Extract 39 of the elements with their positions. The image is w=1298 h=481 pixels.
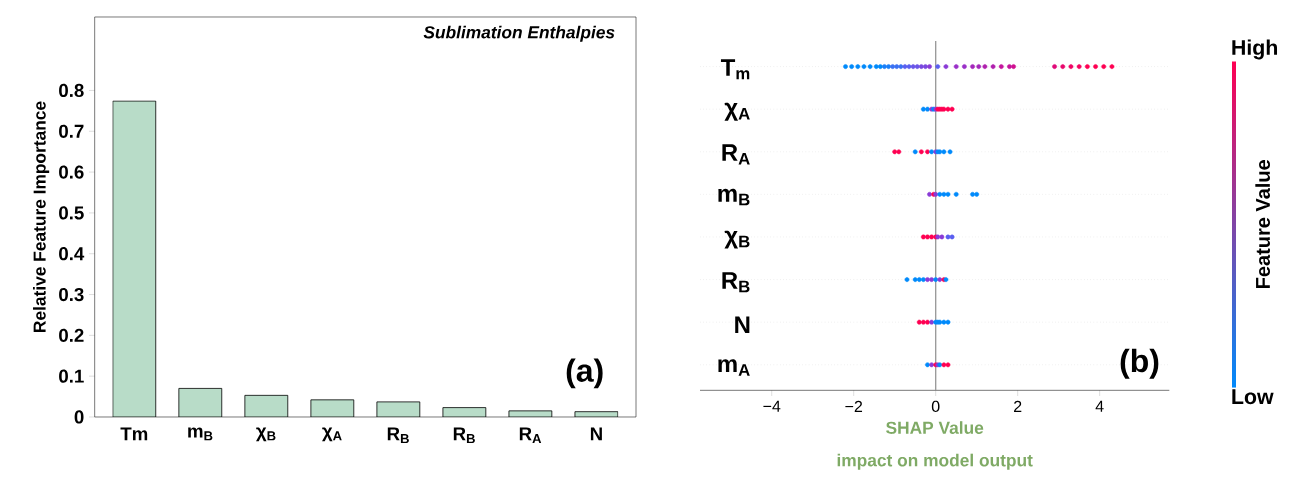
x-tick-label: 4: [1095, 400, 1104, 412]
annotation: (a): [566, 358, 603, 389]
y-tick-label: T$_{m}$: [720, 59, 750, 80]
y-tick-label: χ$_{A}$: [724, 102, 750, 121]
x-tick-label: R$_{B}$: [387, 427, 409, 444]
chart-title: Sublimation Enthalpies: [423, 25, 615, 42]
x-tick-label: −4: [763, 400, 781, 412]
x-tick-label: R$_{B}$: [453, 427, 475, 444]
text: impact on model output: [837, 453, 1033, 470]
y-tick-label: m$_{B}$: [718, 188, 750, 206]
y-tick-label: 0.3: [59, 287, 84, 302]
x-tick-label: χ$_{B}$: [256, 427, 276, 442]
y-tick-label: N: [735, 316, 750, 334]
annotation: (b): [1120, 348, 1159, 379]
y-tick-label: 0.1: [59, 369, 84, 383]
text: High: [1232, 39, 1278, 60]
x-tick-label: 0: [931, 400, 940, 413]
y-tick-label: 0.6: [59, 165, 84, 179]
x-tick-label: 2: [1014, 400, 1022, 412]
x-tick-label: R$_{A}$: [519, 427, 542, 444]
x-tick-label: −2: [845, 400, 863, 412]
y-tick-label: 0.4: [59, 247, 85, 261]
text: Low: [1232, 389, 1274, 405]
y-tick-label: 0.5: [59, 206, 84, 220]
x-tick-label: χ$_{A}$: [322, 427, 342, 442]
x-tick-label: m$_{B}$: [188, 427, 213, 441]
color-bar-title: Feature Value: [1255, 159, 1270, 289]
y-axis-title: Relative Feature Importance: [33, 101, 50, 332]
y-tick-label: 0.8: [59, 83, 84, 98]
y-tick-label: R$_{B}$: [722, 272, 750, 293]
x-tick-label: N: [590, 427, 602, 441]
x-axis-title: SHAP Value: [886, 421, 984, 434]
y-tick-label: χ$_{B}$: [724, 230, 750, 249]
y-tick-label: 0.2: [59, 328, 84, 342]
y-tick-label: R$_{A}$: [722, 144, 750, 165]
y-tick-label: 0.7: [59, 124, 84, 138]
y-tick-label: m$_{A}$: [718, 359, 750, 376]
y-tick-label: 0: [74, 410, 84, 424]
x-tick-label: Tm: [120, 427, 148, 441]
